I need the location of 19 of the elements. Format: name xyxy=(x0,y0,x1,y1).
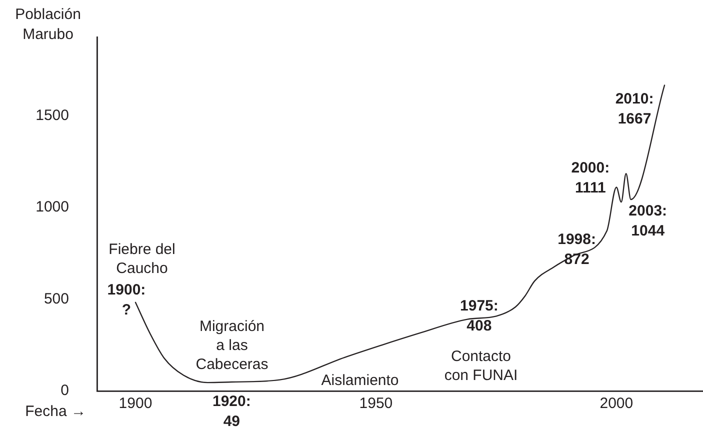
annotation: 2000: 1111 xyxy=(571,159,610,196)
y-tick-label: 1000 xyxy=(36,198,69,216)
annotation: 2003: 1044 xyxy=(628,202,668,240)
annotation: Migración a las Cabeceras xyxy=(196,318,268,374)
x-axis-title: Fecha → xyxy=(25,403,86,420)
annotation: 2010: 1667 xyxy=(615,90,654,128)
x-tick-label: 2000 xyxy=(600,395,634,412)
annotation: 1920: 49 xyxy=(212,393,251,428)
x-tick-label: 1900 xyxy=(118,395,152,412)
y-tick-label: 0 xyxy=(60,382,69,400)
y-tick-label: 500 xyxy=(44,290,69,308)
annotation: Contacto con FUNAI xyxy=(444,348,518,384)
annotation: Fiebre del Caucho xyxy=(108,241,176,278)
annotation: Aislamiento xyxy=(321,372,399,390)
y-axis-title: Población Marubo xyxy=(15,6,81,44)
annotation: 1900: ? xyxy=(107,282,146,319)
x-tick-label: 1950 xyxy=(359,395,393,412)
annotation: 1975: 408 xyxy=(460,297,498,334)
y-tick-label: 1500 xyxy=(36,107,69,124)
